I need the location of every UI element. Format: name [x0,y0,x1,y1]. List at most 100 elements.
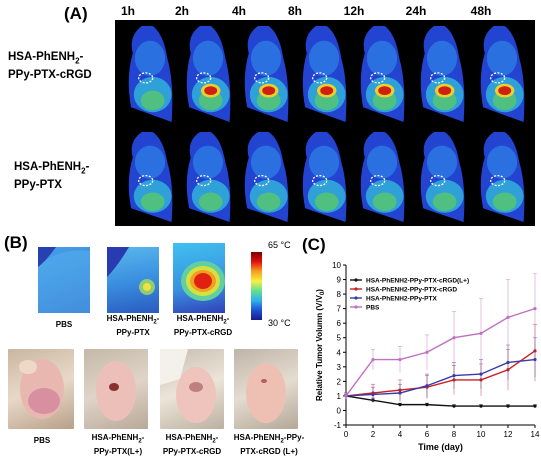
timepoint-label: 1h [120,4,135,18]
mouse-fluorescence-image [420,26,465,122]
data-point [533,357,537,362]
panel-b-label: (B) [4,233,28,252]
y-tick-label: 5 [337,334,342,343]
y-tick-label: 0 [337,406,342,415]
photo-mouse-crgd-l [234,349,298,429]
mouse-fluorescence-image [244,26,289,122]
x-tick-label: 0 [344,430,349,439]
data-point [452,373,456,378]
chart-legend: HSA-PhENH2-PPy-PTX-cRGD(L+) HSA-PhENH2-PP… [350,278,469,312]
mouse-fluorescence-image [128,26,173,122]
colorbar-max-label: 65 °C [268,240,291,250]
data-point [371,392,375,397]
x-tick-label: 2 [371,430,376,439]
x-tick-label: 14 [531,430,540,439]
photo-caption-ptx-l: HSA-PhENH2- PPy-PTX(L+) [91,433,145,457]
temperature-colorbar [251,252,262,320]
data-point [452,404,456,408]
y-tick-label: 7 [337,305,342,314]
mouse-fluorescence-image [360,26,405,122]
photo-mouse-pbs [8,349,74,429]
mouse-fluorescence-image [302,132,347,222]
thermal-image-pbs [38,247,90,313]
data-point [533,404,537,408]
series-3 [344,273,537,399]
thermal-caption-pbs: PBS [55,320,73,329]
y-tick-label: 4 [337,348,342,357]
data-point [479,331,483,335]
x-tick-label: 10 [477,430,486,439]
data-point [533,307,537,311]
row-label-ptx: HSA-PhENH2- PPy-PTX [14,161,90,192]
fluorescence-row-crgd [128,26,525,122]
photo-mouse-crgd [160,349,224,429]
y-tick-label: 1 [337,392,342,401]
y-tick-label: -1 [334,421,342,430]
photo-caption-crgd-l: HSA-PhENH2-PPy- PTX-cRGD (L+) [233,433,305,457]
photo-caption-crgd: HSA-PhENH2- PPy-PTX-cRGD [162,433,222,457]
mouse-fluorescence-image [480,26,525,122]
timepoint-label: 12h [343,4,365,18]
panel-a-label: (A) [64,4,88,23]
y-tick-label: 9 [337,276,342,285]
series-line [345,358,536,397]
series-line [345,307,536,397]
imaging-strip-top [115,20,535,126]
y-tick-label: 10 [332,261,341,270]
y-axis-title: Relative Tumor Volumn (V/V0) [315,289,326,401]
data-point [344,394,348,398]
fluorescence-row-ptx [128,132,525,222]
thermal-caption-crgd: HSA-PhENH2- PPy-PTX-cRGD [173,314,233,338]
thermal-image-crgd [173,243,225,313]
series-line [345,395,535,407]
mouse-fluorescence-image [420,132,465,222]
timepoint-label: 48h [470,4,492,18]
mouse-fluorescence-image [244,132,289,222]
x-tick-label: 12 [504,430,513,439]
thermal-caption-ptx: HSA-PhENH2- PPy-PTX [106,314,160,338]
legend-label: HSA-PhENH2-PPy-PTX [366,296,437,303]
data-point [371,357,375,362]
photo-mouse-ptx-l [84,349,148,429]
panel-c-label: (C) [302,235,326,254]
data-point [425,384,429,388]
series-line [345,350,536,397]
data-point [425,350,429,354]
y-tick-label: 8 [337,290,342,299]
x-tick-label: 4 [398,430,403,439]
data-point [506,404,510,408]
y-tick-label: 2 [337,377,342,386]
data-point [452,336,456,340]
data-point [506,315,510,319]
mouse-fluorescence-image [302,26,347,122]
timepoint-label: 24h [405,4,427,18]
thermal-image-ptx [107,247,159,313]
photo-caption-pbs: PBS [33,436,51,445]
colorbar-min-label: 30 °C [268,318,291,328]
x-tick-label: 8 [452,430,457,439]
data-point [425,403,429,407]
legend-marker [354,296,358,300]
x-axis-title: Time (day) [418,442,463,452]
legend-label: PBS [366,305,380,312]
data-point [479,404,483,408]
mouse-fluorescence-image [360,132,405,222]
legend-marker [354,278,358,282]
legend-label: HSA-PhENH2-PPy-PTX-cRGD [366,287,457,294]
data-point [479,372,483,376]
data-point [398,403,402,407]
mouse-fluorescence-image [186,26,231,122]
data-point [506,360,510,365]
mouse-fluorescence-image [186,132,231,222]
x-tick-label: 6 [425,430,430,439]
timepoint-label: 2h [174,4,189,18]
imaging-strip-bottom [115,126,535,226]
data-point [398,391,402,395]
mouse-fluorescence-image [128,132,173,222]
mouse-fluorescence-image [480,132,525,222]
legend-marker [354,305,358,309]
y-tick-label: 3 [337,363,342,372]
legend-marker [354,287,358,291]
legend-label: HSA-PhENH2-PPy-PTX-cRGD(L+) [366,278,469,285]
